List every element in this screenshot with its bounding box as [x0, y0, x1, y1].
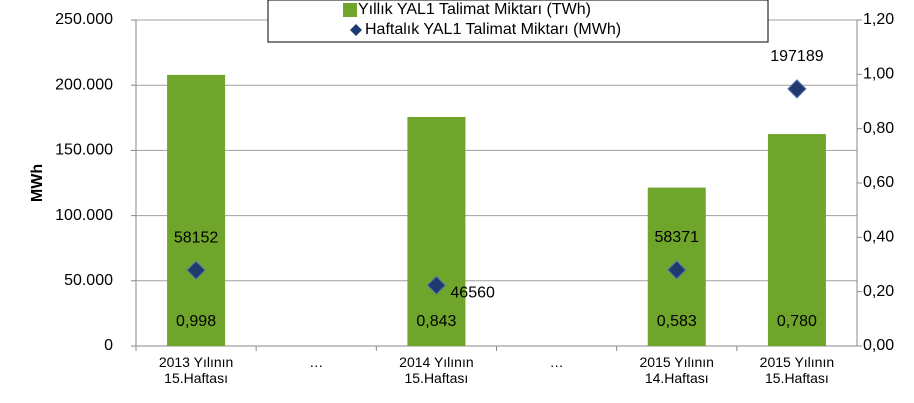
y-tick-label: 100.000 — [55, 207, 113, 224]
y2-tick-label: 1,00 — [863, 66, 894, 83]
y-tick-label: 200.000 — [55, 76, 113, 93]
x-tick-label: 2013 Yılının 15.Haftası — [158, 354, 234, 386]
legend-swatch — [350, 24, 362, 36]
bar — [767, 134, 826, 346]
bar — [407, 116, 466, 346]
y2-tick-label: 0,40 — [863, 229, 894, 246]
y2-tick-label: 0,00 — [863, 337, 894, 354]
legend-label: Yıllık YAL1 Talimat Miktarı (TWh) — [358, 1, 591, 18]
bar-value-label: 0,583 — [657, 313, 697, 330]
point-label: 197189 — [770, 48, 823, 65]
point-label: 58371 — [655, 229, 700, 246]
y-tick-label: 50.000 — [64, 272, 113, 289]
point-label: 46560 — [450, 285, 495, 302]
bar — [167, 74, 226, 347]
point — [186, 260, 206, 280]
y-tick-label: 250.000 — [55, 11, 113, 28]
y2-tick-label: 0,80 — [863, 120, 894, 137]
legend-label: Haftalık YAL1 Talimat Miktarı (MWh) — [365, 21, 621, 38]
bar-value-label: 0,780 — [777, 313, 817, 330]
point — [426, 275, 447, 295]
y2-tick-label: 0,60 — [863, 174, 894, 191]
y2-tick-label: 1,20 — [863, 11, 894, 28]
point — [667, 260, 687, 280]
legend-swatch — [343, 3, 357, 17]
bar-value-label: 0,843 — [416, 313, 456, 330]
x-tick-label: 2015 Yılının 15.Haftası — [759, 354, 835, 386]
y-tick-label: 0 — [104, 337, 113, 354]
point — [787, 79, 807, 99]
y-tick-label: 150.000 — [55, 142, 113, 159]
y-axis-title: MWh — [29, 164, 46, 202]
x-tick-label: 2014 Yılının 15.Haftası — [399, 354, 474, 386]
x-tick-label: … — [549, 354, 564, 370]
bar-value-label: 0,998 — [176, 313, 216, 330]
x-tick-label: … — [309, 354, 324, 370]
point-label: 58152 — [174, 229, 219, 246]
y2-tick-label: 0,20 — [863, 283, 894, 300]
x-tick-label: 2015 Yılının 14.Haftası — [639, 354, 714, 386]
